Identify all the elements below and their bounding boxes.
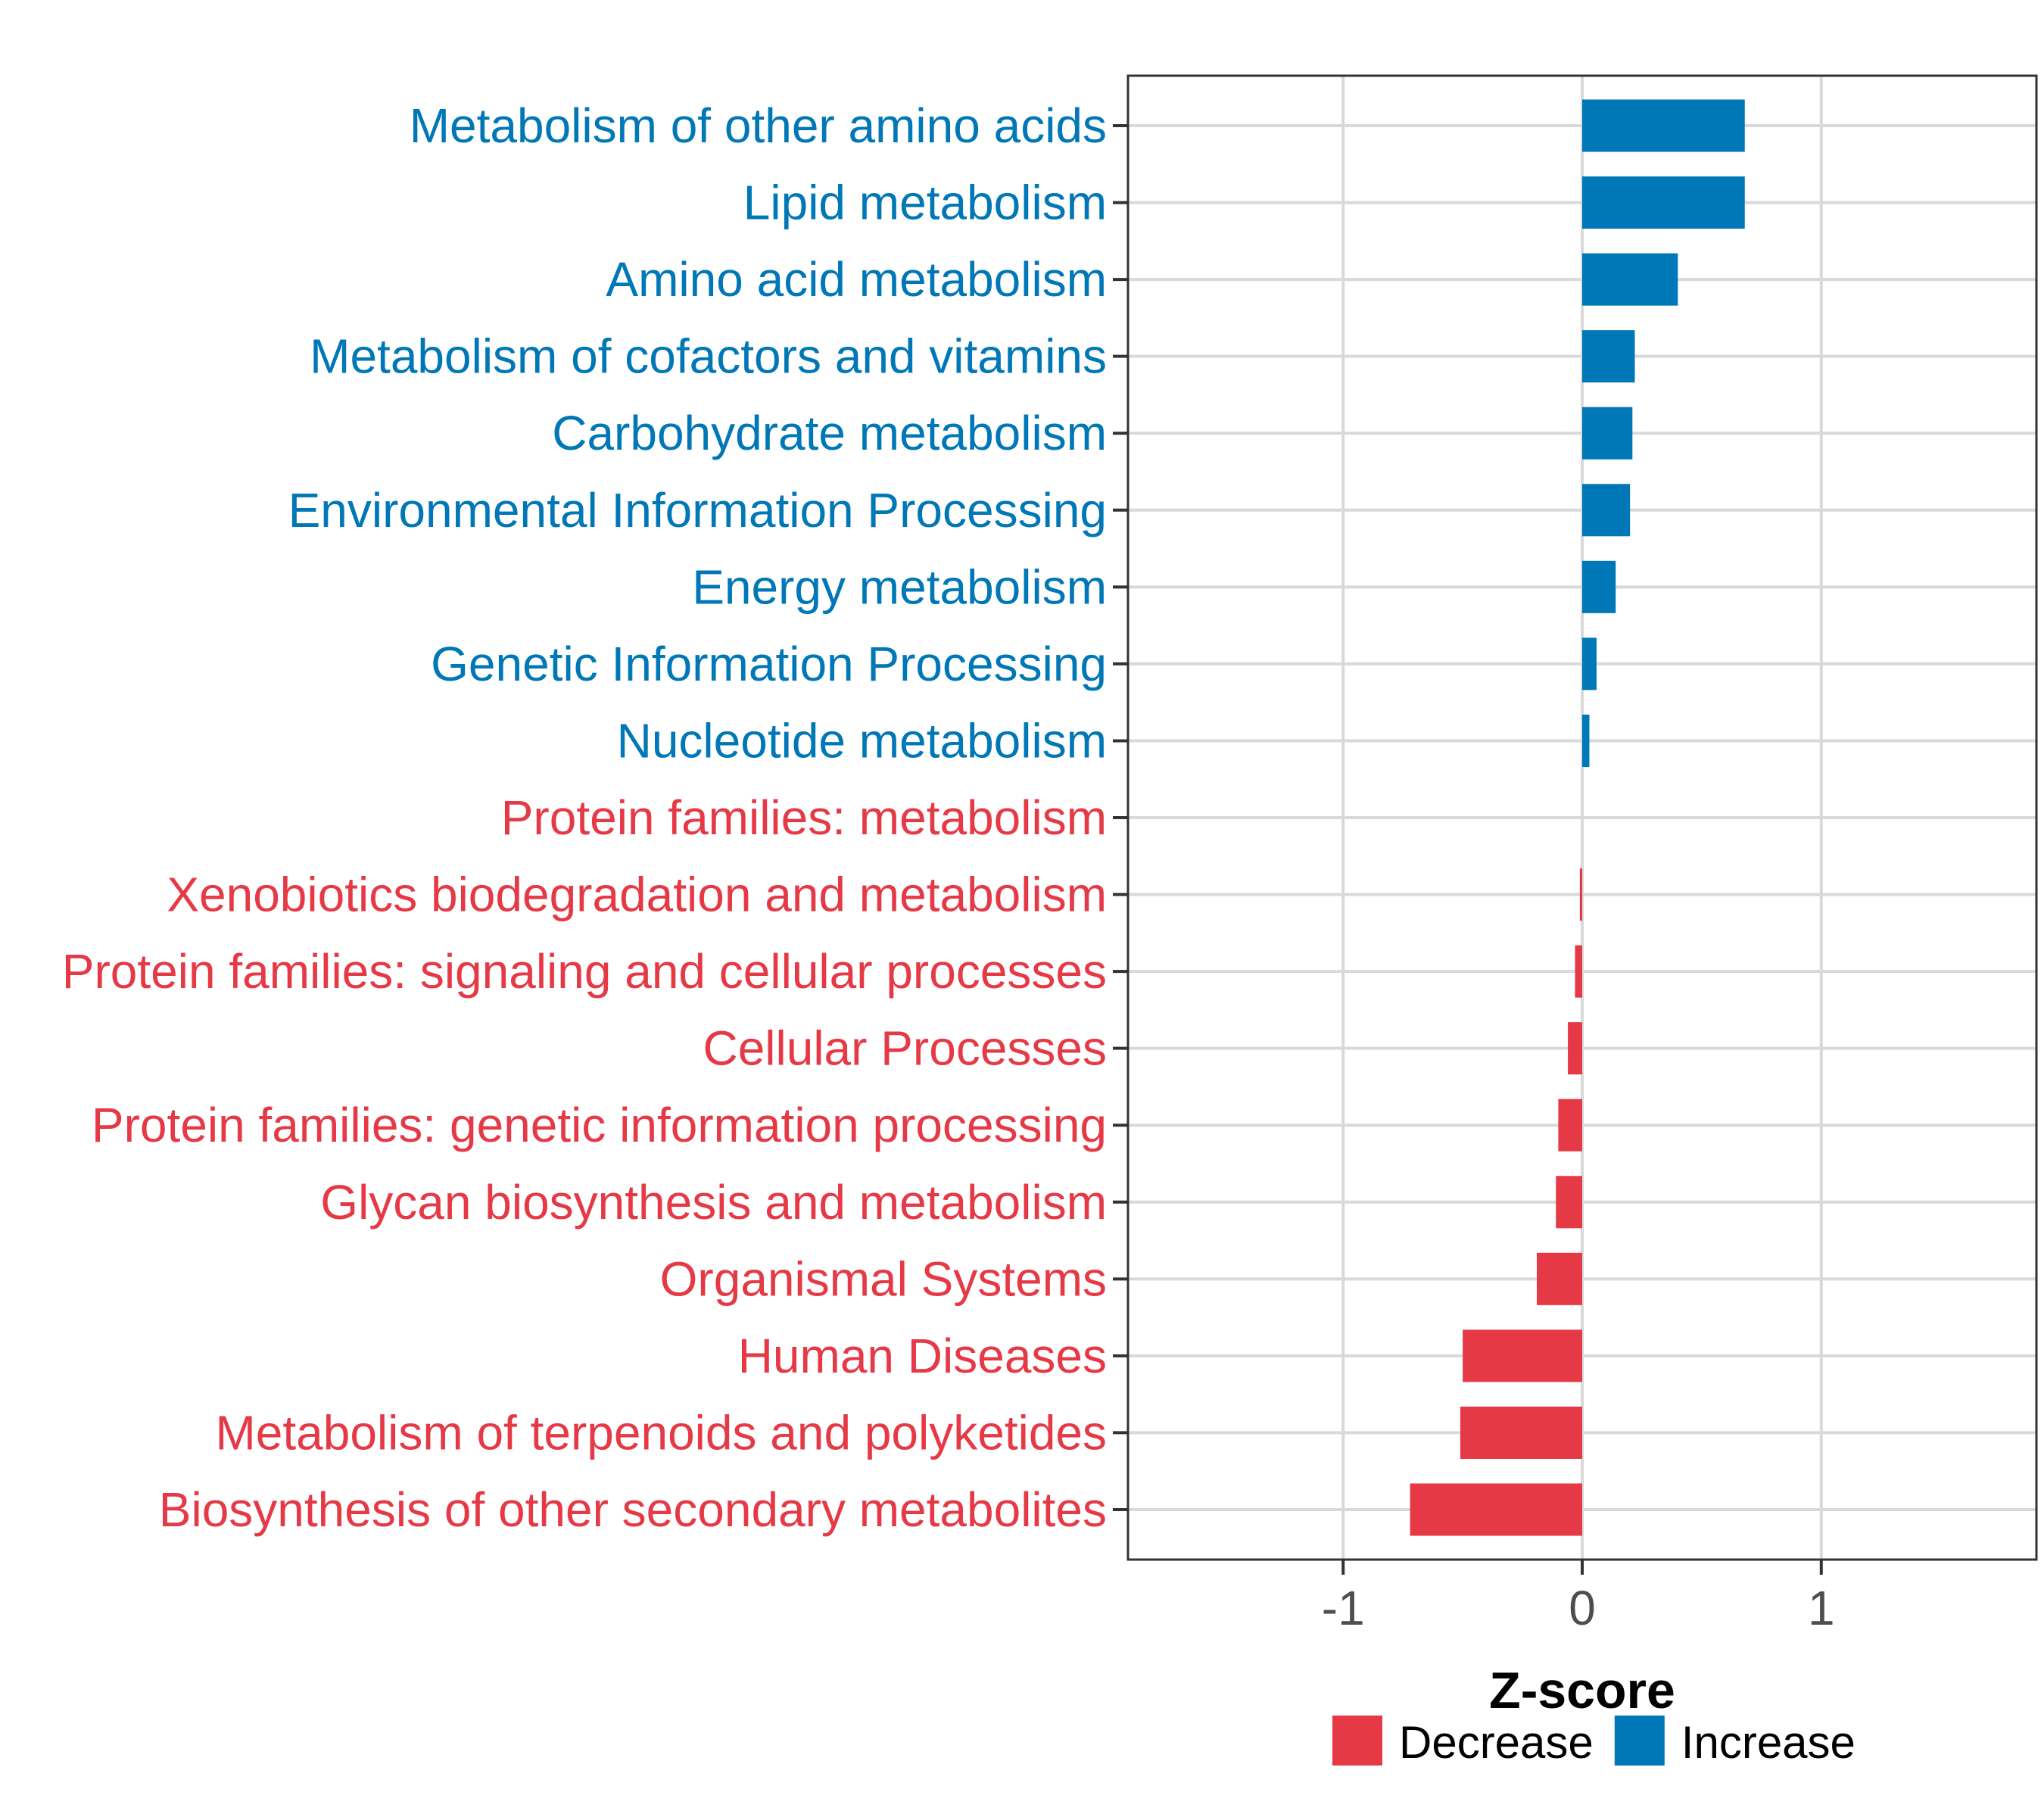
bar <box>1582 484 1631 537</box>
bar <box>1582 176 1745 229</box>
y-tick-label: Genetic Information Processing <box>431 637 1107 691</box>
x-axis-ticks: -1 0 1 <box>1322 1560 1835 1635</box>
bar <box>1556 1176 1582 1229</box>
bar <box>1582 714 1590 767</box>
y-tick-label: Xenobiotics biodegradation and metabolis… <box>167 868 1107 922</box>
y-tick-label: Organismal Systems <box>660 1251 1107 1306</box>
y-tick-label: Biosynthesis of other secondary metaboli… <box>159 1482 1107 1537</box>
x-axis-title: Z-score <box>1489 1662 1675 1719</box>
y-axis-labels: Metabolism of other amino acids Lipid met… <box>62 98 1107 1537</box>
y-tick-label: Metabolism of other amino acids <box>410 98 1107 153</box>
y-tick-label: Protein families: genetic information pr… <box>92 1098 1107 1152</box>
bar <box>1582 560 1616 613</box>
bar <box>1568 1022 1582 1075</box>
legend-label: Increase <box>1681 1717 1855 1768</box>
y-tick-label: Human Diseases <box>738 1329 1107 1383</box>
bar <box>1582 407 1633 460</box>
x-tick-label: 1 <box>1808 1581 1835 1635</box>
y-tick-label: Protein families: metabolism <box>501 790 1107 845</box>
y-tick-label: Lipid metabolism <box>743 176 1107 230</box>
y-axis-ticks <box>1113 124 1128 1511</box>
bar <box>1558 1099 1582 1152</box>
y-tick-label: Carbohydrate metabolism <box>552 406 1107 460</box>
bar <box>1582 330 1635 383</box>
legend: Decrease Increase <box>1332 1716 1855 1768</box>
y-tick-label: Amino acid metabolism <box>606 252 1107 307</box>
bars <box>1410 99 1745 1536</box>
bar <box>1537 1252 1582 1305</box>
y-tick-label: Nucleotide metabolism <box>617 713 1107 768</box>
bar <box>1460 1406 1582 1459</box>
y-tick-label: Environmental Information Processing <box>288 483 1107 538</box>
bar <box>1582 253 1678 306</box>
y-tick-label: Metabolism of cofactors and vitamins <box>310 329 1107 384</box>
y-tick-label: Protein families: signaling and cellular… <box>62 944 1107 999</box>
y-tick-label: Metabolism of terpenoids and polyketides <box>215 1405 1107 1460</box>
legend-swatch <box>1614 1716 1665 1766</box>
legend-swatch <box>1332 1716 1382 1766</box>
y-tick-label: Glycan biosynthesis and metabolism <box>320 1175 1107 1230</box>
bar <box>1463 1329 1582 1382</box>
x-tick-label: 0 <box>1569 1581 1596 1635</box>
bar <box>1582 637 1597 690</box>
x-tick-label: -1 <box>1322 1581 1365 1635</box>
legend-label: Decrease <box>1399 1717 1594 1768</box>
bar <box>1582 99 1745 152</box>
bar <box>1575 945 1582 998</box>
y-tick-label: Energy metabolism <box>692 559 1107 614</box>
bar <box>1579 868 1582 921</box>
y-tick-label: Cellular Processes <box>703 1021 1107 1076</box>
bar <box>1410 1483 1582 1536</box>
